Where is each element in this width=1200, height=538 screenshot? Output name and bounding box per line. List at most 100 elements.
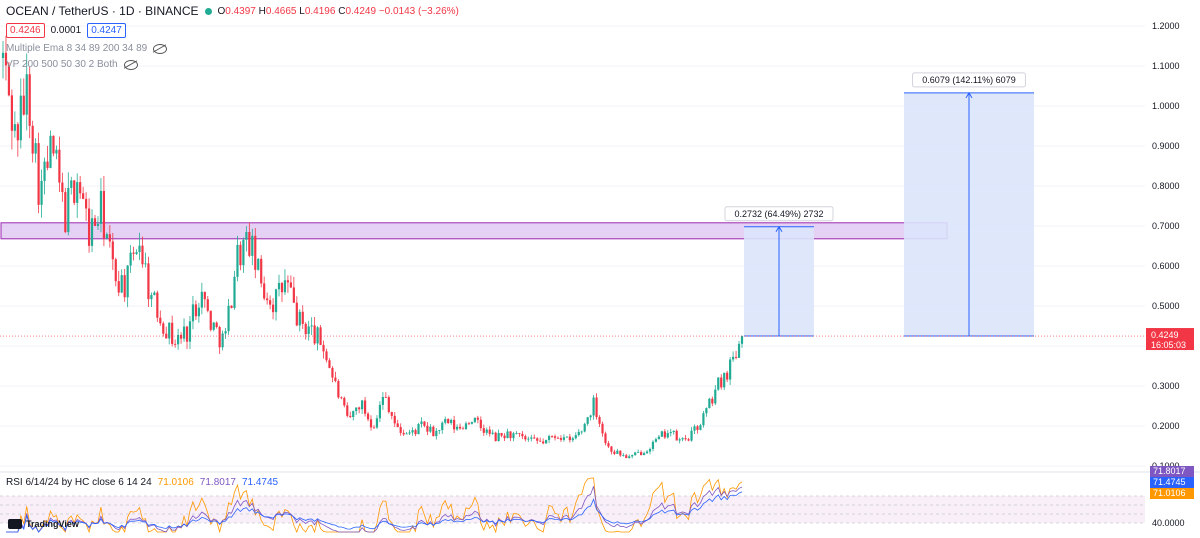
spread-value: 0.0001 bbox=[50, 25, 82, 36]
candle-body bbox=[191, 304, 195, 322]
candle-body bbox=[387, 397, 390, 413]
indicator-vp-legend[interactable]: VP 200 500 50 30 2 Both bbox=[6, 59, 138, 70]
candle-body bbox=[349, 415, 352, 418]
candle-body bbox=[254, 235, 257, 270]
hide-eye-icon[interactable] bbox=[153, 43, 168, 54]
candle-body bbox=[637, 452, 640, 453]
candle-body bbox=[583, 423, 586, 432]
rsi-value-tag-label: 71.8017 bbox=[1153, 466, 1186, 476]
candle-body bbox=[76, 182, 79, 203]
indicator-ema-legend[interactable]: Multiple Ema 8 34 89 200 34 89 bbox=[6, 43, 168, 54]
ask-price[interactable]: 0.4247 bbox=[87, 23, 126, 38]
candle-body bbox=[470, 422, 474, 424]
candle-body bbox=[177, 334, 180, 345]
candle-body bbox=[666, 433, 669, 438]
candle-body bbox=[494, 432, 497, 442]
candle-body bbox=[497, 432, 500, 442]
rsi-title: RSI 6/14/24 by HC close 6 14 24 bbox=[6, 477, 152, 488]
candle-body bbox=[13, 124, 16, 131]
candle-body bbox=[657, 436, 660, 440]
candle-body bbox=[717, 377, 720, 390]
candle-body bbox=[503, 435, 506, 439]
candle-body bbox=[580, 431, 583, 433]
candle-body bbox=[322, 344, 325, 352]
candle-body bbox=[233, 276, 236, 308]
candle-body bbox=[346, 405, 349, 416]
candle-body bbox=[87, 208, 91, 246]
candle-body bbox=[729, 359, 732, 380]
price-tick-label: 0.9000 bbox=[1152, 141, 1180, 151]
indicator-vp-label: VP 200 500 50 30 2 Both bbox=[6, 59, 118, 70]
candle-body bbox=[607, 443, 610, 447]
candle-body bbox=[340, 397, 343, 399]
candle-body bbox=[343, 397, 346, 406]
candle-body bbox=[135, 252, 138, 254]
candle-body bbox=[450, 419, 453, 424]
candle-body bbox=[304, 323, 307, 335]
candle-body bbox=[230, 305, 233, 308]
rsi-axis-label: 40.0000 bbox=[1152, 518, 1185, 528]
candle-body bbox=[619, 450, 622, 456]
tradingview-logo[interactable]: TradingView bbox=[8, 519, 79, 529]
bid-price[interactable]: 0.4246 bbox=[6, 23, 45, 38]
candle-body bbox=[562, 437, 566, 440]
candle-body bbox=[699, 425, 702, 430]
candle-body bbox=[224, 331, 227, 334]
candle-body bbox=[702, 413, 705, 426]
candle-body bbox=[271, 304, 275, 313]
candle-body bbox=[366, 413, 370, 420]
candle-body bbox=[393, 415, 396, 424]
candle-body bbox=[174, 343, 177, 345]
candle-body bbox=[518, 433, 521, 434]
candle-body bbox=[328, 360, 331, 368]
price-tick-label: 0.5000 bbox=[1152, 301, 1180, 311]
candle-body bbox=[144, 263, 147, 265]
candle-body bbox=[156, 292, 159, 318]
price-tick-label: 1.2000 bbox=[1152, 21, 1180, 31]
candle-body bbox=[420, 421, 423, 425]
symbol-legend[interactable]: OCEAN / TetherUS · 1D · BINANCE O0.4397 … bbox=[6, 4, 459, 18]
candle-body bbox=[269, 300, 272, 305]
candle-body bbox=[179, 334, 183, 339]
candle-body bbox=[79, 182, 82, 194]
candle-body bbox=[334, 377, 337, 382]
candle-body bbox=[601, 423, 604, 434]
candle-body bbox=[447, 419, 450, 424]
candle-body bbox=[301, 311, 304, 324]
candle-body bbox=[61, 182, 64, 193]
hide-eye-icon[interactable] bbox=[123, 59, 138, 70]
candle-body bbox=[648, 448, 652, 452]
candle-body bbox=[711, 398, 714, 404]
candle-body bbox=[485, 429, 488, 433]
candle-body bbox=[49, 135, 52, 168]
candle-body bbox=[251, 235, 254, 256]
candle-body bbox=[553, 436, 557, 438]
candle-body bbox=[1, 52, 5, 58]
candle-body bbox=[55, 149, 58, 154]
candle-body bbox=[295, 302, 298, 326]
candle-body bbox=[577, 431, 580, 436]
candle-body bbox=[696, 426, 699, 430]
candle-body bbox=[19, 95, 22, 141]
rsi-legend[interactable]: RSI 6/14/24 by HC close 6 14 24 71.0106 … bbox=[6, 477, 278, 488]
candle-body bbox=[426, 425, 429, 432]
candle-body bbox=[358, 407, 361, 410]
candle-body bbox=[731, 356, 735, 360]
candle-body bbox=[171, 322, 174, 344]
candle-body bbox=[432, 426, 435, 437]
candle-body bbox=[147, 263, 150, 300]
candle-body bbox=[411, 430, 414, 433]
candle-body bbox=[126, 265, 129, 298]
candle-body bbox=[369, 419, 373, 428]
candle-body bbox=[598, 417, 601, 424]
candle-body bbox=[123, 275, 126, 298]
candle-body bbox=[660, 431, 663, 437]
target-arrow-head bbox=[775, 225, 783, 233]
candle-body bbox=[200, 291, 203, 308]
rsi-value-tag-label: 71.0106 bbox=[1153, 488, 1186, 498]
candle-body bbox=[372, 427, 376, 429]
candle-body bbox=[559, 438, 563, 440]
price-tick-label: 0.2000 bbox=[1152, 421, 1180, 431]
candle-body bbox=[651, 441, 655, 449]
